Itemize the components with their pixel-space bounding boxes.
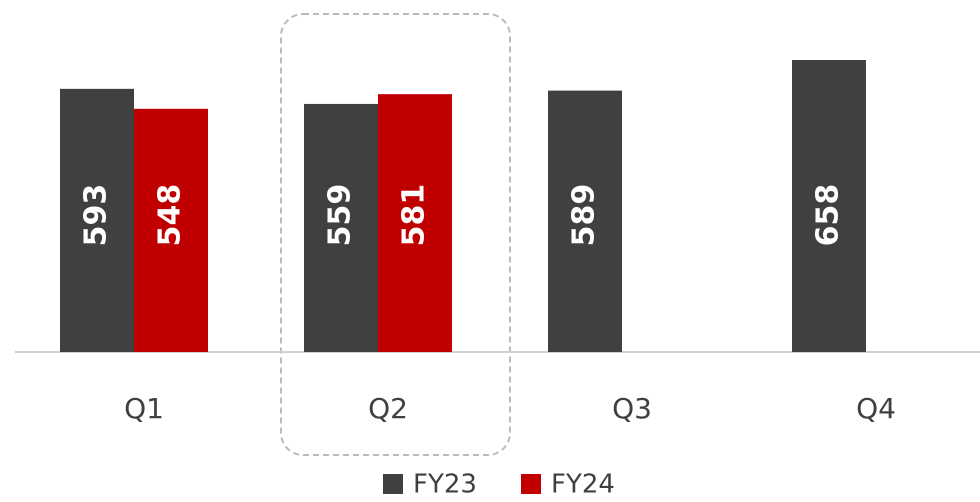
data-label: 548 [153,184,188,247]
bar [792,60,866,352]
bar [60,88,134,353]
data-label: 559 [323,184,358,247]
data-label: 593 [79,184,114,247]
data-label: 658 [811,184,846,247]
legend-swatch [383,474,403,494]
legend-label: FY23 [413,470,477,500]
legend-swatch [521,474,541,494]
bar [304,103,378,352]
highlight-box [280,13,511,456]
x-tick-label: Q2 [368,392,408,425]
legend-label: FY24 [551,470,615,500]
x-tick-label: Q4 [856,392,896,425]
data-label: 581 [397,184,432,247]
x-tick-label: Q3 [612,392,652,425]
bar [378,94,452,352]
bar [548,90,622,353]
x-tick-label: Q1 [124,392,164,425]
data-label: 589 [567,184,602,247]
bar [134,108,208,352]
